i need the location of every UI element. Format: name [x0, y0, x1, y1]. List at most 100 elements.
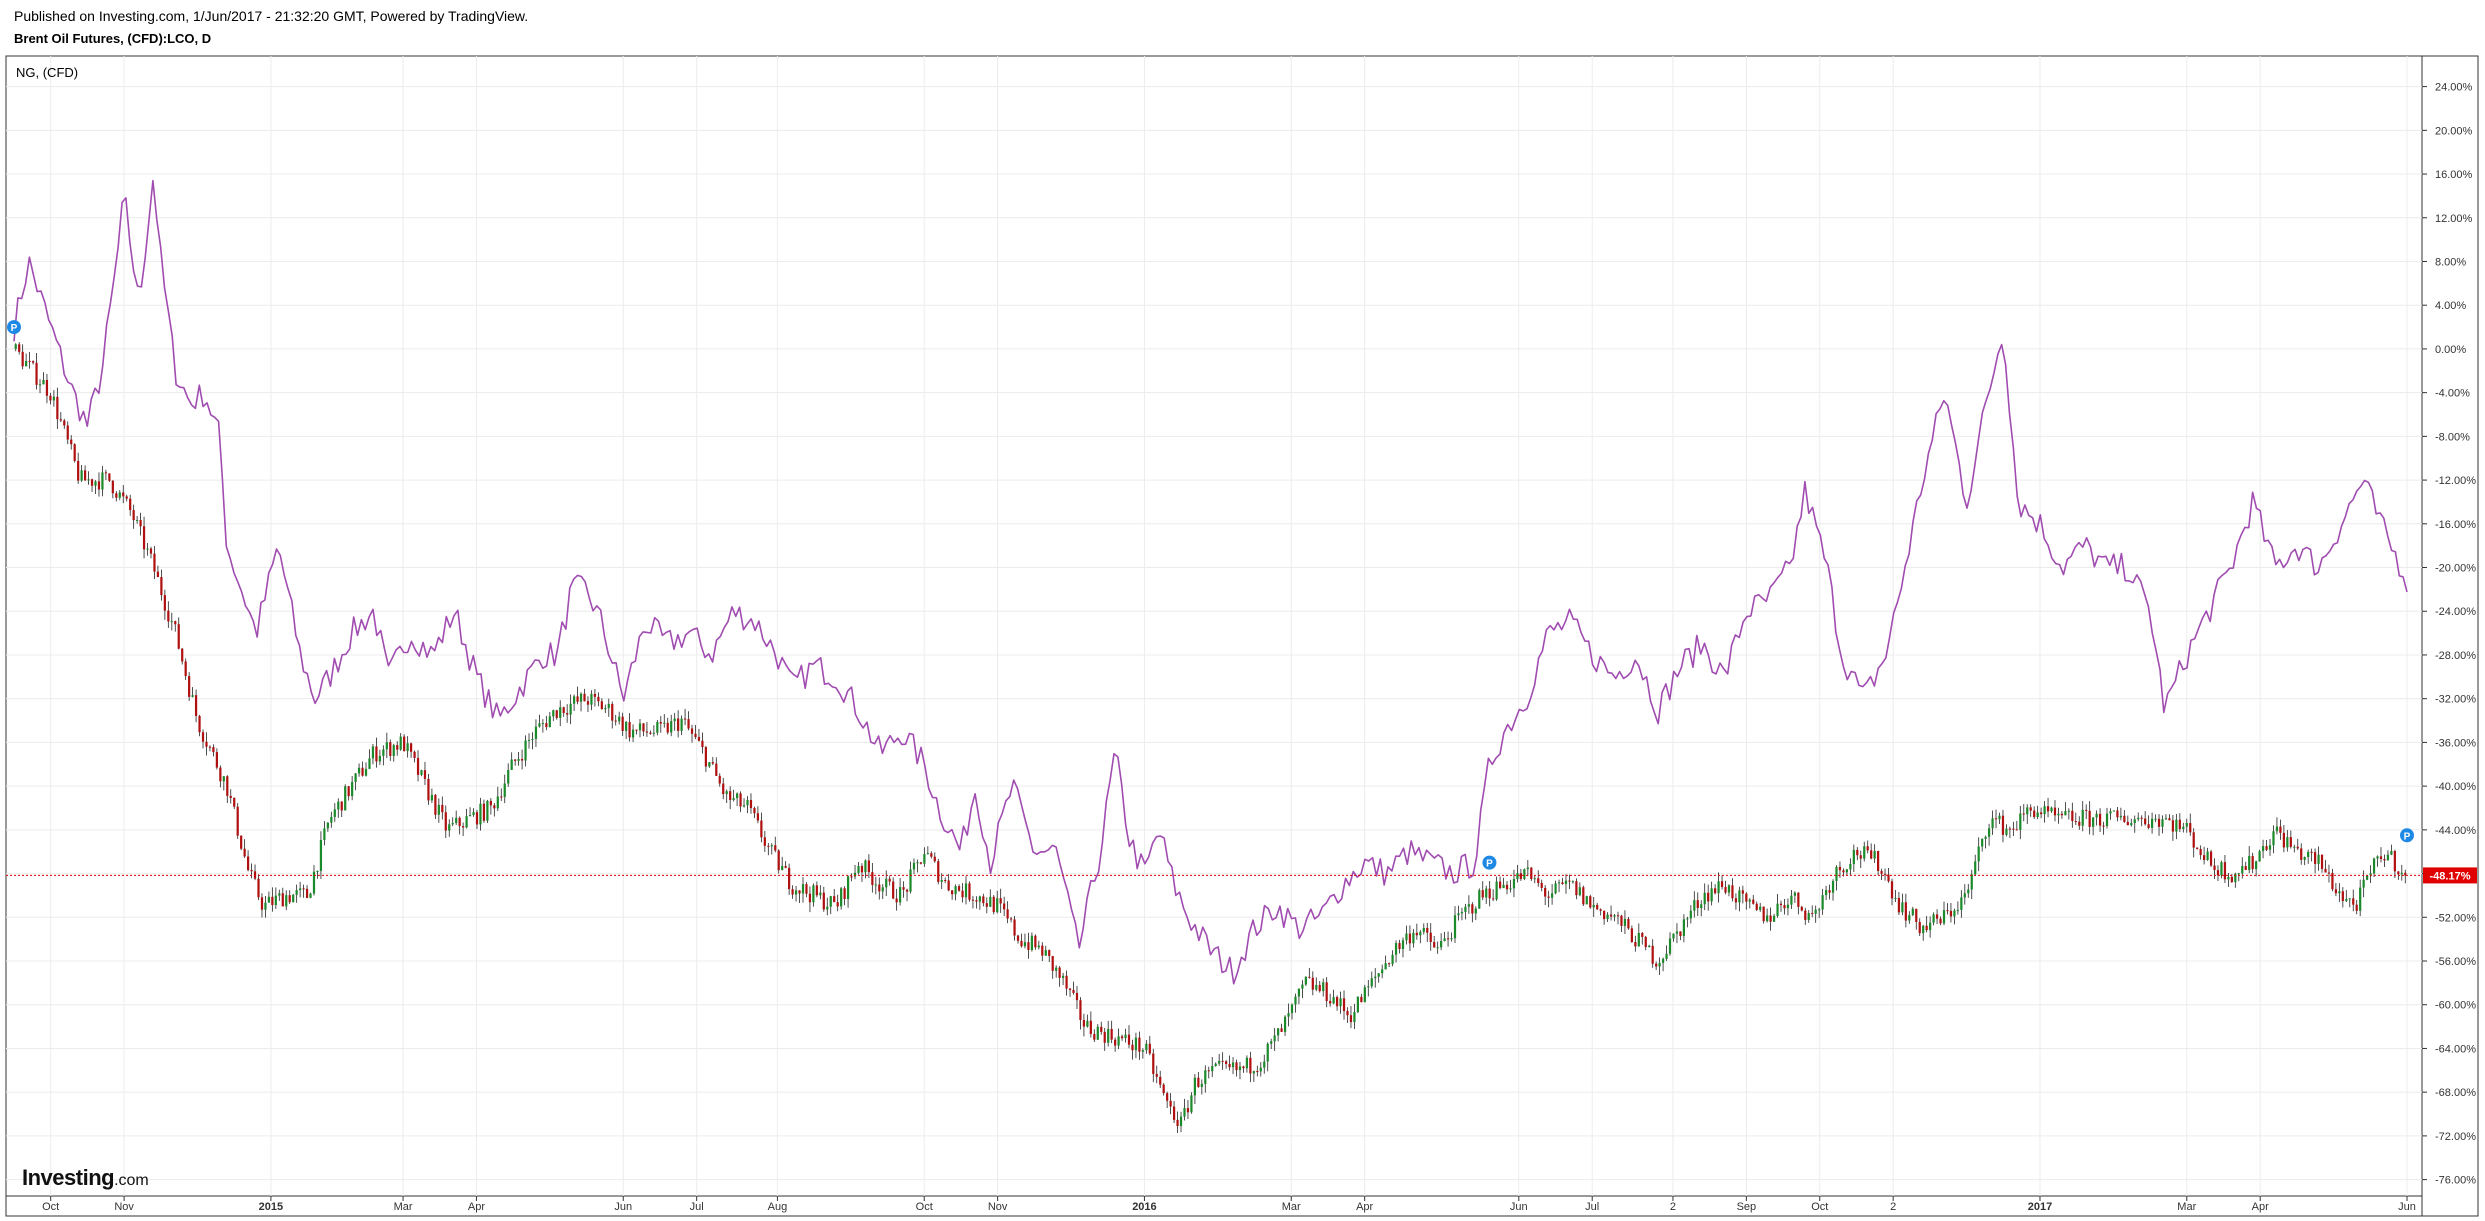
candle-body [493, 805, 496, 809]
candle-body [888, 878, 891, 882]
candle-body [1814, 909, 1817, 914]
candle-body [912, 862, 916, 870]
candle-body [1849, 863, 1852, 870]
candle-body [1908, 915, 1911, 921]
candle-body [666, 722, 669, 733]
candle-body [2064, 811, 2067, 816]
candle-body [1877, 850, 1880, 871]
candle-body [104, 472, 108, 474]
candle-body [448, 824, 451, 831]
candle-body [1974, 861, 1977, 875]
y-tick-label: -36.00% [2435, 737, 2476, 749]
candle-body [1585, 896, 1588, 905]
candle-body [1821, 895, 1824, 910]
candle-body [316, 870, 319, 872]
candle-body [1779, 903, 1783, 906]
candle-body [1922, 925, 1925, 934]
candle-body [607, 703, 610, 709]
candle-body [122, 492, 125, 497]
candle-body [319, 839, 323, 871]
candle-body [1107, 1028, 1110, 1043]
candle-body [1783, 905, 1786, 909]
candle-body [132, 510, 135, 521]
candle-body [2268, 845, 2272, 850]
candle-body [989, 896, 992, 907]
candle-body [2366, 875, 2369, 880]
candle-body [2150, 818, 2154, 828]
candle-body [399, 736, 402, 750]
candle-body [1235, 1062, 1238, 1071]
candle-body [2251, 855, 2254, 870]
candle-body [1429, 932, 1432, 942]
candle-body [1211, 1065, 1214, 1072]
candle-body [1998, 815, 2001, 820]
candle-body [1381, 969, 1384, 974]
candle-body [618, 716, 621, 722]
candle-body [1096, 1026, 1099, 1040]
candle-body [2397, 871, 2400, 875]
y-tick-label: -40.00% [2435, 781, 2476, 793]
candle-body [1776, 903, 1779, 916]
candle-body [559, 707, 562, 718]
candle-body [791, 889, 794, 895]
candle-body [160, 577, 163, 596]
candle-body [2369, 873, 2372, 876]
candle-body [840, 888, 843, 907]
candle-body [63, 420, 66, 426]
candle-body [715, 763, 718, 776]
candle-body [375, 746, 378, 762]
candle-body [2331, 872, 2334, 890]
candle-body [843, 888, 846, 900]
candle-body [1523, 869, 1526, 879]
candle-body [718, 775, 721, 784]
candle-body [964, 883, 968, 898]
candle-body [500, 796, 503, 798]
candle-body [347, 786, 350, 797]
candle-body [2189, 823, 2192, 833]
candle-body [229, 795, 232, 798]
candle-body [1949, 910, 1953, 917]
candle-body [656, 721, 659, 733]
candle-body [1887, 874, 1890, 882]
candle-body [2400, 872, 2403, 875]
candle-body [288, 895, 291, 903]
candle-body [1492, 898, 1495, 900]
candle-body [1218, 1060, 1221, 1064]
y-tick-label: -24.00% [2435, 606, 2476, 618]
candle-body [1408, 933, 1412, 944]
candle-body [236, 806, 239, 836]
candle-body [1242, 1066, 1245, 1069]
candle-body [351, 781, 354, 797]
candle-body [382, 749, 385, 756]
candle-body [722, 783, 725, 795]
candle-body [1613, 915, 1616, 917]
candle-body [1051, 956, 1054, 971]
candle-body [1145, 1043, 1148, 1051]
candle-body [1540, 883, 1543, 888]
candle-body [2230, 876, 2233, 883]
candle-body [892, 881, 895, 899]
candle-body [940, 879, 943, 882]
candle-body [344, 786, 347, 811]
candle-body [333, 809, 336, 817]
candle-body [1550, 893, 1554, 898]
y-tick-label: 20.00% [2435, 125, 2473, 137]
candle-body [538, 723, 541, 727]
candle-body [1009, 918, 1013, 920]
x-axis: Oct Nov 2015 Mar Apr Jun Jul Aug Oct Nov 2016 Mar Ap… [42, 1196, 2416, 1213]
candle-body [1599, 909, 1602, 911]
candle-body [527, 739, 531, 741]
candle-body [125, 496, 128, 499]
candle-body [205, 741, 208, 747]
candle-body [690, 728, 694, 734]
last-price-label: -48.17% [2430, 870, 2471, 882]
candle-body [1641, 932, 1644, 937]
candle-body [2105, 813, 2109, 826]
candle-body [1835, 866, 1838, 881]
candle-body [971, 899, 975, 901]
candle-body [25, 360, 28, 367]
candle-body [975, 900, 978, 902]
candle-body [1873, 850, 1876, 859]
candle-body [1405, 933, 1408, 941]
